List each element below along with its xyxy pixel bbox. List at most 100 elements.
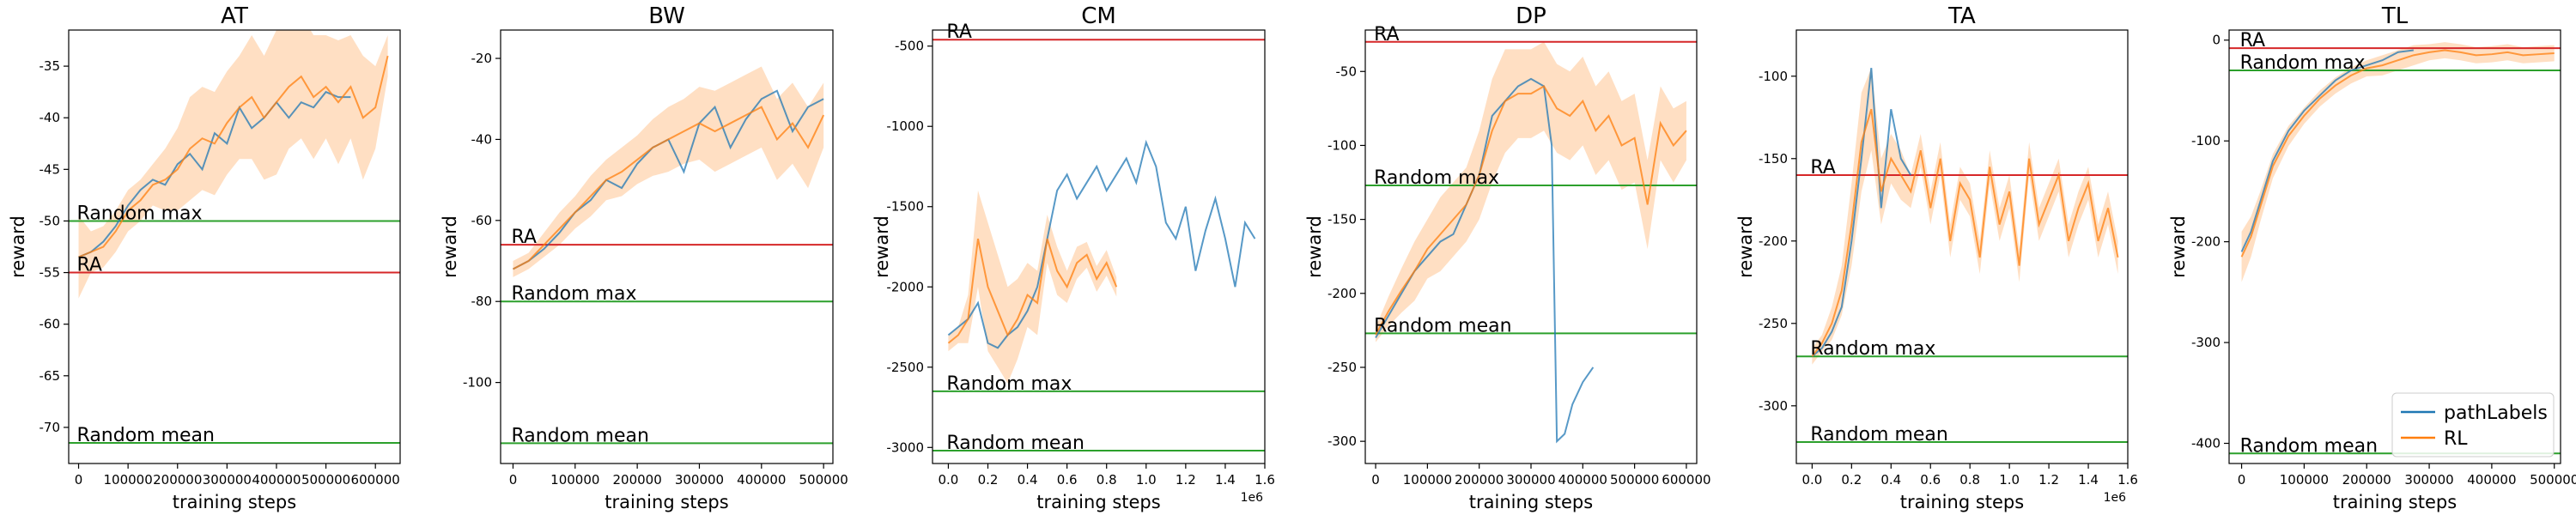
x-tick-label: 1.4 [2078, 472, 2099, 488]
panel-dp: RA Random max Random mean 0 100000 200000 3000… [1304, 3, 1711, 512]
annotation-random-mean: Random mean [1374, 315, 1511, 336]
x-tick-label: 600000 [351, 472, 400, 488]
annotation-ra: RA [1810, 157, 1835, 179]
x-axis-label: training steps [1036, 492, 1160, 512]
x-tick-label: 0 [2238, 472, 2246, 488]
x-tick-label: 100000 [2280, 472, 2329, 488]
y-tick-label: -300 [1759, 398, 1788, 414]
x-tick-label: 1.0 [1999, 472, 2020, 488]
axes-frame [1795, 29, 2129, 464]
x-axis-label: training steps [605, 492, 728, 512]
y-tick-label: -200 [1759, 233, 1788, 249]
y-tick-label: -60 [39, 317, 61, 332]
x-tick-label: 200000 [2342, 472, 2391, 488]
x-tick-label: 500000 [1610, 472, 1659, 488]
x-tick-label: 400000 [252, 472, 301, 488]
annotation-random-max: Random max [77, 203, 203, 224]
x-axis-label: training steps [2333, 492, 2457, 512]
y-axis-label: reward [1304, 215, 1325, 278]
y-tick-label: -60 [471, 213, 493, 228]
panel-bw: RA Random max Random mean 0 100000 200000 3000… [440, 3, 848, 512]
y-tick-label: -65 [39, 368, 61, 384]
y-tick-label: -100 [463, 375, 492, 391]
y-tick-label: -100 [2191, 133, 2221, 148]
x-axis-label: training steps [1469, 492, 1593, 512]
annotation-ra: RA [1374, 24, 1399, 45]
x-tick-label: 0.2 [1841, 472, 1862, 488]
y-tick-label: 0 [2212, 33, 2221, 48]
y-tick-label: -80 [471, 294, 493, 309]
annotation-random-max: Random max [946, 373, 1072, 395]
y-axis-label: reward [2168, 215, 2189, 278]
series-line-rl [2240, 49, 2555, 258]
series-line-rl [1811, 108, 2119, 357]
x-axis-label: training steps [1900, 492, 2024, 512]
x-tick-label: 300000 [1506, 472, 1555, 488]
x-tick-label: 1.6 [2117, 472, 2138, 488]
series-line-pathlabels [2240, 49, 2414, 252]
annotation-ra: RA [77, 255, 102, 276]
band-rl [78, 30, 388, 299]
y-tick-label: -3000 [886, 439, 924, 455]
legend: pathLabels RL [2391, 392, 2555, 457]
series-line-rl [947, 238, 1118, 344]
x-tick-label: 400000 [1558, 472, 1607, 488]
y-axis-label: reward [8, 215, 28, 278]
y-tick-label: -20 [471, 51, 493, 66]
axes-frame [932, 29, 1266, 464]
legend-box [2391, 392, 2555, 457]
panel-title: CM [1081, 3, 1116, 29]
series-line-rl [1375, 85, 1687, 336]
x-tick-label: 500000 [301, 472, 350, 488]
x-tick-label: 0.6 [1057, 472, 1078, 488]
y-tick-label: -150 [1759, 151, 1788, 167]
x-tick-label: 0 [509, 472, 518, 488]
x-tick-label: 0 [1371, 472, 1380, 488]
plot-area [1796, 68, 2128, 444]
band-rl [948, 191, 1117, 384]
plot-area [501, 66, 833, 445]
y-tick-label: -2000 [886, 279, 924, 294]
annotation-random-max: Random max [1810, 338, 1935, 360]
y-axis-label: reward [440, 215, 460, 278]
x-tick-label: 0.4 [1880, 472, 1901, 488]
y-tick-label: -1500 [886, 199, 924, 215]
x-tick-label: 100000 [550, 472, 599, 488]
axes-frame [2228, 29, 2561, 464]
x-tick-label: 300000 [675, 472, 724, 488]
y-tick-label: -70 [39, 420, 61, 435]
x-tick-label: 600000 [1662, 472, 1710, 488]
plot-area [2229, 42, 2561, 455]
x-tick-label: 500000 [2530, 472, 2576, 488]
band-rl [2241, 42, 2555, 282]
panel-title: TL [2381, 3, 2409, 29]
x-tick-label: 200000 [153, 472, 202, 488]
x-offset-label: 1e6 [1241, 491, 1264, 505]
series-line-rl [78, 55, 389, 258]
x-tick-label: 0.2 [978, 472, 999, 488]
panel-title: AT [221, 3, 248, 29]
x-tick-label: 0 [75, 472, 83, 488]
y-tick-label: -150 [1327, 212, 1357, 227]
annotation-random-mean: Random mean [511, 425, 648, 446]
x-offset-label: 1e6 [2104, 491, 2127, 505]
x-tick-label: 0.0 [1801, 472, 1822, 488]
x-tick-label: 1.0 [1136, 472, 1157, 488]
annotation-ra: RA [511, 227, 536, 248]
plot-area [69, 30, 400, 444]
series-line-pathlabels [947, 139, 1256, 349]
x-tick-label: 500000 [799, 472, 848, 488]
series-line-pathlabels [1811, 68, 1912, 357]
x-tick-label: 0.8 [1959, 472, 1980, 488]
y-tick-label: -40 [471, 131, 493, 147]
panel-title: TA [1947, 3, 1976, 29]
series-line-pathlabels [78, 90, 351, 258]
x-tick-label: 400000 [2467, 472, 2516, 488]
y-tick-label: -40 [39, 110, 61, 125]
plot-area [933, 39, 1265, 452]
band-rl [1376, 41, 1686, 342]
x-tick-label: 200000 [613, 472, 662, 488]
x-tick-label: 1.6 [1255, 472, 1275, 488]
plot-area [1365, 40, 1697, 444]
